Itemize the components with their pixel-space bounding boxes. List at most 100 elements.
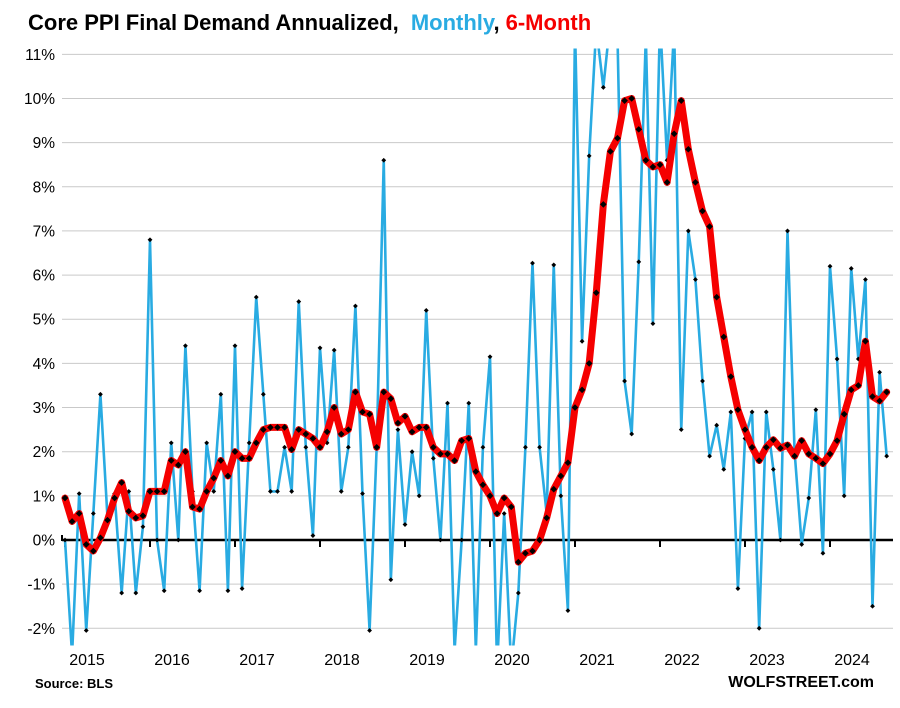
- six-month-marker: [543, 514, 550, 522]
- monthly-marker: [317, 345, 323, 351]
- six-month-marker: [791, 452, 798, 460]
- six-month-marker: [345, 426, 352, 433]
- monthly-marker: [225, 588, 231, 594]
- monthly-marker: [615, 34, 620, 39]
- six-month-marker: [274, 424, 281, 431]
- six-month-marker: [380, 388, 388, 396]
- monthly-marker: [643, 34, 648, 39]
- six-month-marker: [153, 488, 161, 495]
- monthly-marker: [848, 266, 854, 271]
- monthly-marker: [672, 25, 677, 30]
- monthly-marker: [466, 400, 472, 406]
- six-month-marker: [621, 97, 628, 104]
- monthly-marker: [168, 440, 174, 446]
- monthly-marker: [629, 431, 635, 437]
- six-month-marker: [210, 474, 218, 482]
- monthly-marker: [693, 277, 698, 282]
- series-layer: [61, 17, 891, 646]
- six-month-marker: [111, 494, 118, 502]
- six-month-marker: [507, 503, 515, 511]
- six-month-marker: [515, 558, 522, 566]
- six-month-marker: [430, 443, 437, 451]
- six-month-marker: [748, 443, 756, 451]
- monthly-marker: [232, 343, 238, 349]
- six-month-marker: [224, 472, 232, 480]
- x-axis-tick-label: 2018: [324, 652, 360, 669]
- six-month-marker: [302, 430, 310, 438]
- six-month-marker: [635, 126, 643, 133]
- six-month-marker: [699, 207, 706, 215]
- monthly-marker: [445, 400, 450, 406]
- monthly-marker: [423, 308, 429, 313]
- six-month-marker: [628, 95, 635, 102]
- six-month-marker: [479, 481, 487, 489]
- monthly-marker: [707, 453, 712, 459]
- monthly-marker: [296, 299, 302, 304]
- six-month-marker: [444, 450, 451, 458]
- six-month-marker: [493, 510, 501, 517]
- six-month-marker: [196, 505, 203, 513]
- six-month-marker: [415, 424, 423, 431]
- monthly-marker: [877, 369, 882, 375]
- monthly-marker: [700, 378, 705, 384]
- monthly-marker: [834, 356, 840, 362]
- six-month-marker: [437, 450, 444, 458]
- monthly-marker: [260, 391, 266, 397]
- y-axis-tick-label: 10%: [24, 91, 55, 108]
- six-month-marker: [139, 512, 147, 520]
- monthly-marker: [658, 17, 663, 22]
- monthly-marker: [416, 493, 422, 499]
- watermark: WOLFSTREET.com: [728, 674, 874, 691]
- monthly-marker: [685, 228, 691, 234]
- x-axis-tick-label: 2023: [749, 652, 785, 669]
- six-month-marker: [855, 382, 862, 389]
- monthly-marker: [218, 391, 224, 397]
- monthly-marker: [303, 444, 309, 450]
- monthly-marker: [239, 586, 245, 591]
- six-month-marker: [600, 201, 607, 208]
- six-month-marker: [529, 547, 536, 555]
- six-month-marker: [798, 437, 805, 444]
- x-axis-tick-label: 2022: [664, 652, 700, 669]
- six-month-marker: [97, 534, 104, 542]
- monthly-marker: [678, 427, 684, 433]
- six-month-marker: [337, 430, 345, 438]
- monthly-marker: [770, 466, 776, 472]
- monthly-marker: [154, 537, 160, 543]
- six-month-marker: [75, 510, 83, 517]
- monthly-marker: [721, 466, 727, 472]
- six-month-marker: [458, 437, 465, 444]
- monthly-marker: [608, 17, 613, 22]
- monthly-marker: [841, 493, 847, 499]
- six-month-marker: [564, 459, 572, 467]
- monthly-marker: [515, 590, 521, 596]
- monthly-marker: [480, 444, 486, 450]
- six-month-marker: [557, 472, 565, 480]
- six-month-marker: [840, 410, 848, 418]
- six-month-marker: [401, 413, 409, 420]
- monthly-marker: [388, 577, 394, 583]
- six-month-marker: [500, 494, 508, 502]
- six-month-marker: [330, 404, 338, 411]
- six-month-marker: [309, 435, 317, 442]
- monthly-marker: [501, 511, 507, 516]
- monthly-marker: [778, 537, 783, 543]
- monthly-marker: [622, 378, 627, 384]
- six-month-marker: [571, 404, 579, 411]
- monthly-marker: [289, 489, 295, 494]
- six-month-marker: [777, 444, 784, 452]
- six-month-marker: [755, 457, 763, 464]
- x-axis-tick-label: 2024: [834, 652, 870, 669]
- six-month-marker: [670, 130, 678, 138]
- y-axis-tick-label: -2%: [27, 621, 55, 638]
- monthly-marker: [119, 590, 125, 596]
- x-axis-tick-label: 2021: [579, 652, 615, 669]
- six-month-marker: [132, 514, 140, 522]
- monthly-marker: [126, 489, 132, 494]
- six-month-marker: [472, 468, 480, 475]
- six-month-marker: [182, 448, 189, 455]
- six-month-marker: [323, 428, 331, 436]
- six-month-marker: [656, 161, 664, 168]
- monthly-marker: [90, 511, 96, 516]
- six-month-marker: [316, 443, 324, 451]
